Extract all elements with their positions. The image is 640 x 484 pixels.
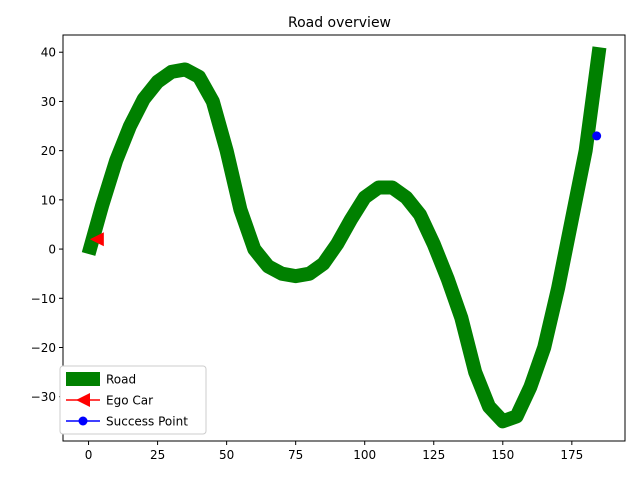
chart-title: Road overview [288,15,391,31]
y-tick-label: 30 [41,95,56,109]
x-tick-label: 0 [85,448,93,462]
x-tick-label: 50 [219,448,234,462]
x-tick-label: 125 [422,448,445,462]
legend-success-point-marker [78,416,88,426]
legend-label: Ego Car [106,394,153,408]
x-tick-label: 175 [560,448,583,462]
legend-label: Success Point [106,415,188,429]
axes-frame [62,34,626,442]
legend-label: Road [106,373,136,387]
plot-area [81,46,607,429]
y-tick-label: 10 [41,193,56,207]
legend: Road Ego Car Success Point [59,365,207,435]
x-tick-label: 150 [491,448,514,462]
series-road-line [81,46,607,429]
y-tick-label: 20 [41,144,56,158]
legend-ego-car-marker [76,393,90,407]
x-tick-label: 75 [288,448,303,462]
ego-car-marker [89,232,104,247]
axis-ticks: 0 25 50 75 100 125 150 175 −30 −20 −10 0 10 20 30 40 [31,46,584,462]
success-point-marker [592,131,602,141]
y-tick-label: 40 [41,46,56,60]
x-tick-label: 100 [353,448,376,462]
x-tick-label: 25 [150,448,165,462]
y-tick-label: −20 [31,341,56,355]
y-tick-label: −30 [31,390,56,404]
y-tick-label: −10 [31,292,56,306]
y-tick-label: 0 [48,243,56,257]
